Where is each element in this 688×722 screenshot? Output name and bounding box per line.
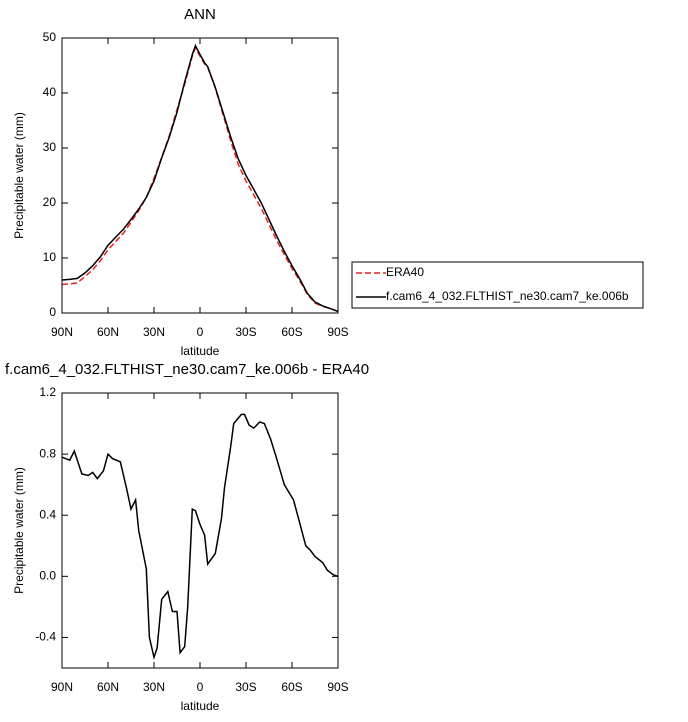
legend-label: ERA40 — [386, 265, 424, 279]
y-axis-label: Precipitable water (mm) — [12, 112, 26, 239]
y-tick-label: 50 — [43, 30, 57, 44]
x-tick-label: 60S — [281, 325, 302, 339]
x-tick-label: 30N — [143, 325, 165, 339]
x-tick-label: 30N — [143, 680, 165, 694]
plot-frame — [61, 37, 339, 314]
chart-title: ANN — [184, 6, 216, 23]
data-line — [61, 413, 339, 661]
x-axis-label: latitude — [181, 344, 220, 358]
x-tick-label: 90N — [51, 325, 73, 339]
x-tick-label: 90N — [51, 680, 73, 694]
x-tick-label: 0 — [197, 325, 204, 339]
y-tick-label: 0 — [49, 305, 56, 319]
y-tick-label: 1.2 — [39, 385, 56, 399]
y-tick-label: 10 — [43, 250, 57, 264]
x-tick-label: 30S — [235, 325, 256, 339]
x-tick-label: 60N — [97, 680, 119, 694]
legend-box — [351, 261, 644, 309]
y-tick-label: 0.4 — [39, 507, 56, 521]
x-tick-label: 30S — [235, 680, 256, 694]
y-tick-label: -0.4 — [35, 630, 56, 644]
x-tick-label: 60S — [281, 680, 302, 694]
data-line — [61, 46, 339, 313]
y-tick-label: 0.8 — [39, 446, 56, 460]
x-axis-label: latitude — [181, 699, 220, 713]
data-line — [61, 43, 339, 313]
y-tick-label: 40 — [43, 85, 57, 99]
legend-label: f.cam6_4_032.FLTHIST_ne30.cam7_ke.006b — [386, 289, 629, 303]
y-tick-label: 30 — [43, 140, 57, 154]
x-tick-label: 90S — [327, 680, 348, 694]
x-tick-label: 90S — [327, 325, 348, 339]
plot-frame — [61, 392, 339, 669]
x-tick-label: 0 — [197, 680, 204, 694]
y-tick-label: 20 — [43, 195, 57, 209]
y-axis-label: Precipitable water (mm) — [12, 467, 26, 594]
x-tick-label: 60N — [97, 325, 119, 339]
y-tick-label: 0.0 — [39, 569, 56, 583]
chart-title: f.cam6_4_032.FLTHIST_ne30.cam7_ke.006b -… — [5, 361, 369, 378]
